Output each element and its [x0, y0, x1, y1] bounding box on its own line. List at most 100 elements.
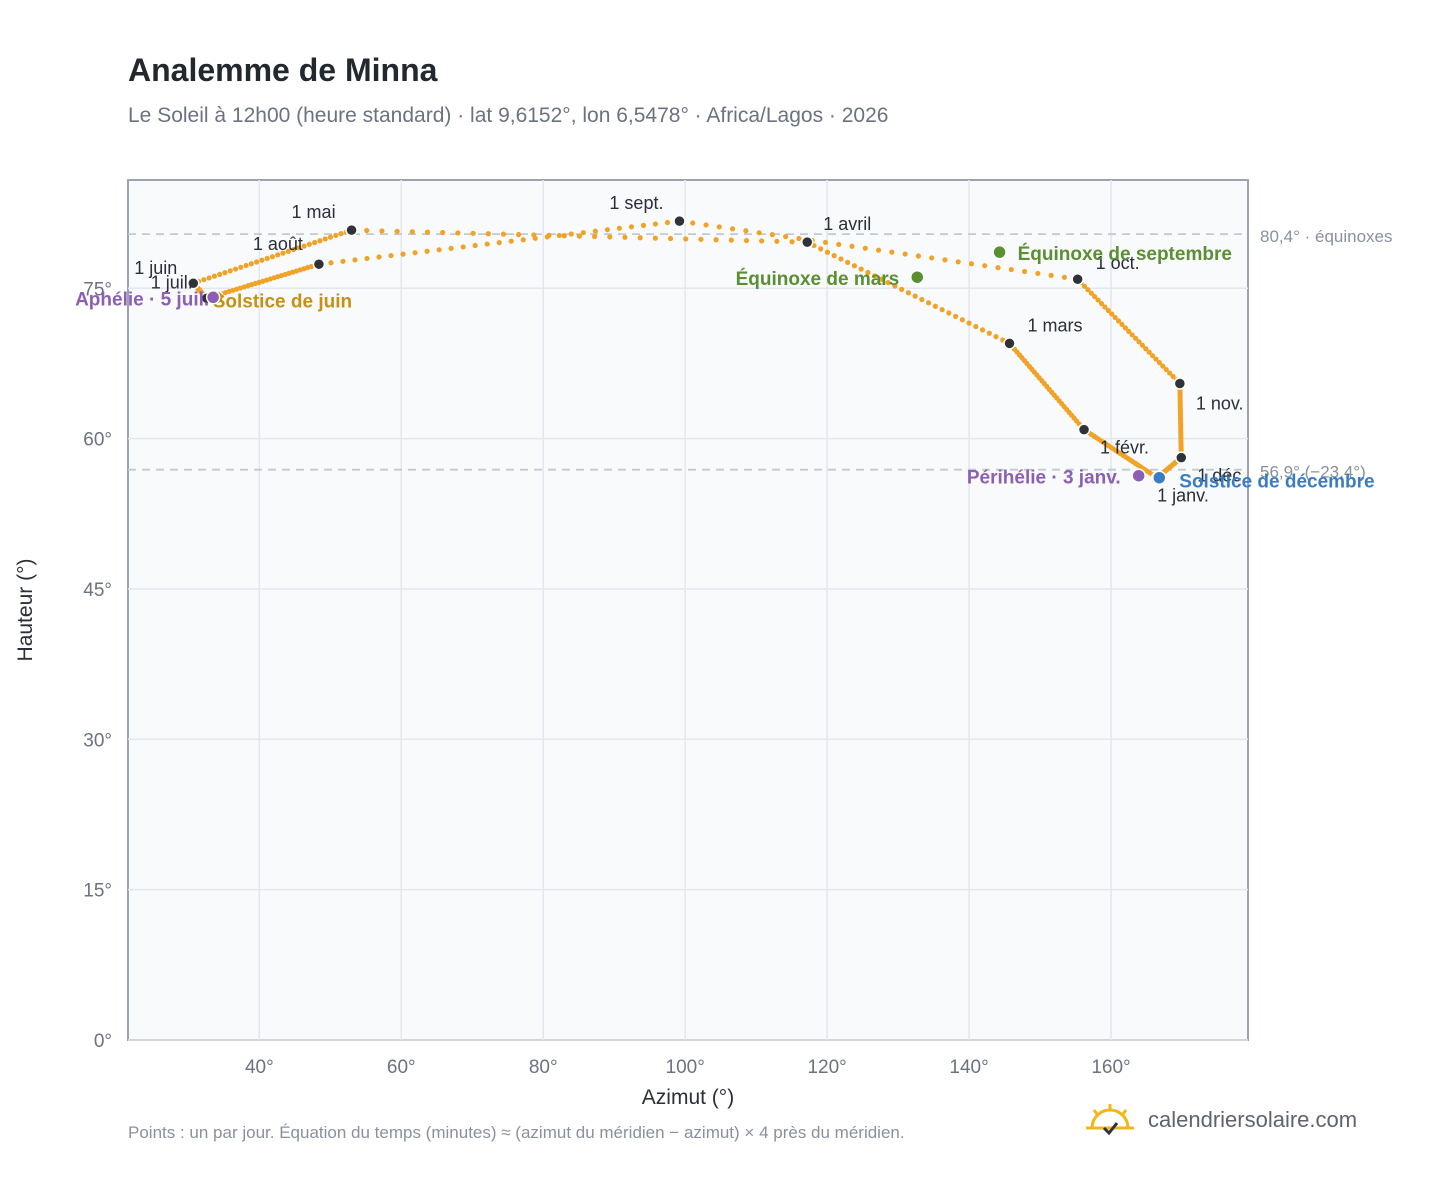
daily-point: [946, 310, 952, 316]
daily-point: [966, 320, 972, 326]
daily-point: [915, 253, 921, 259]
daily-point: [440, 229, 446, 236]
daily-point: [831, 253, 837, 259]
daily-point: [232, 266, 239, 272]
x-tick-label: 60°: [387, 1057, 416, 1078]
special-marker: [992, 244, 1007, 260]
daily-point: [460, 244, 466, 250]
grid-lines: [128, 180, 1248, 1041]
month-label: 1 juil.: [151, 272, 193, 292]
special-marker: [1152, 470, 1167, 485]
month-marker: [1077, 423, 1091, 436]
daily-point: [333, 232, 339, 239]
daily-point: [955, 259, 961, 265]
daily-point: [652, 221, 659, 227]
daily-point: [296, 245, 302, 251]
daily-point: [470, 230, 476, 236]
special-label: Solstice de juin: [213, 291, 352, 312]
x-tick-label: 100°: [666, 1057, 705, 1078]
daily-point: [1098, 300, 1105, 307]
daily-point: [822, 239, 829, 246]
daily-point: [448, 245, 454, 251]
daily-point: [1167, 370, 1173, 376]
daily-point: [248, 261, 254, 267]
month-marker: [187, 276, 200, 290]
daily-point: [698, 236, 704, 242]
daily-point: [652, 235, 658, 241]
daily-point: [1008, 266, 1014, 273]
daily-point: [743, 237, 750, 244]
daily-point: [1126, 328, 1132, 334]
x-tick-label: 140°: [949, 1057, 988, 1078]
daily-point: [259, 257, 265, 263]
daily-point: [902, 251, 908, 257]
daily-point: [769, 232, 775, 238]
reference-line-label: 80,4° · équinoxes: [1260, 227, 1393, 246]
month-label: 1 mars: [1028, 315, 1083, 335]
month-marker: [1003, 337, 1016, 350]
daily-point: [500, 231, 507, 237]
x-tick-label: 80°: [529, 1057, 558, 1078]
daily-point: [968, 261, 975, 267]
daily-point: [306, 241, 312, 247]
daily-point: [1146, 349, 1152, 355]
daily-point: [939, 307, 945, 313]
daily-point: [640, 222, 647, 229]
special-label: Aphélie · 5 juil.: [75, 289, 209, 310]
daily-point: [580, 229, 586, 236]
y-tick-label: 30°: [83, 730, 112, 751]
daily-point: [729, 226, 736, 232]
month-marker: [345, 223, 358, 237]
daily-point: [1109, 311, 1115, 317]
daily-point: [637, 235, 643, 241]
reference-line-label: 56,9° (−23,4°): [1260, 463, 1366, 482]
daily-point: [783, 233, 789, 240]
daily-point: [986, 330, 992, 336]
daily-point: [238, 264, 244, 270]
month-marker: [673, 214, 686, 228]
daily-point: [379, 228, 385, 234]
daily-point: [364, 227, 370, 234]
daily-point: [926, 300, 932, 306]
daily-point: [364, 255, 370, 262]
daily-point: [1139, 342, 1145, 348]
daily-point: [211, 273, 218, 279]
daily-point: [1119, 321, 1125, 328]
daily-point: [290, 246, 297, 253]
daily-point: [217, 271, 223, 277]
daily-point: [1112, 314, 1118, 321]
special-label: Périhélie · 3 janv.: [967, 468, 1121, 489]
y-tick-label: 0°: [94, 1031, 112, 1052]
daily-point: [1143, 346, 1149, 352]
daily-point: [995, 265, 1001, 271]
daily-point: [683, 236, 689, 242]
daily-point: [774, 238, 780, 244]
daily-point: [878, 276, 885, 282]
daily-point: [1021, 268, 1028, 275]
month-marker: [1071, 272, 1084, 286]
special-marker: [910, 269, 925, 285]
daily-point: [312, 239, 318, 246]
month-marker: [1173, 377, 1187, 390]
daily-point: [317, 238, 323, 244]
daily-point: [1115, 318, 1122, 324]
daily-point: [394, 228, 400, 234]
brand-logo[interactable]: calendriersolaire.com: [1082, 1102, 1357, 1138]
daily-point: [716, 224, 722, 230]
daily-point: [201, 277, 207, 283]
daily-point: [1150, 353, 1156, 359]
daily-point: [254, 259, 260, 265]
x-axis-label: Azimut (°): [642, 1086, 734, 1109]
daily-point: [455, 230, 461, 236]
daily-point: [591, 233, 598, 240]
daily-point: [1048, 272, 1054, 278]
daily-point: [508, 238, 514, 244]
special-label: Équinoxe de septembre: [1018, 243, 1232, 265]
daily-point: [952, 313, 959, 319]
daily-point: [1035, 270, 1041, 277]
special-label: Solstice de décembre: [1179, 472, 1374, 493]
special-marker: [205, 290, 221, 305]
daily-point: [352, 257, 358, 263]
daily-point: [1061, 274, 1067, 280]
